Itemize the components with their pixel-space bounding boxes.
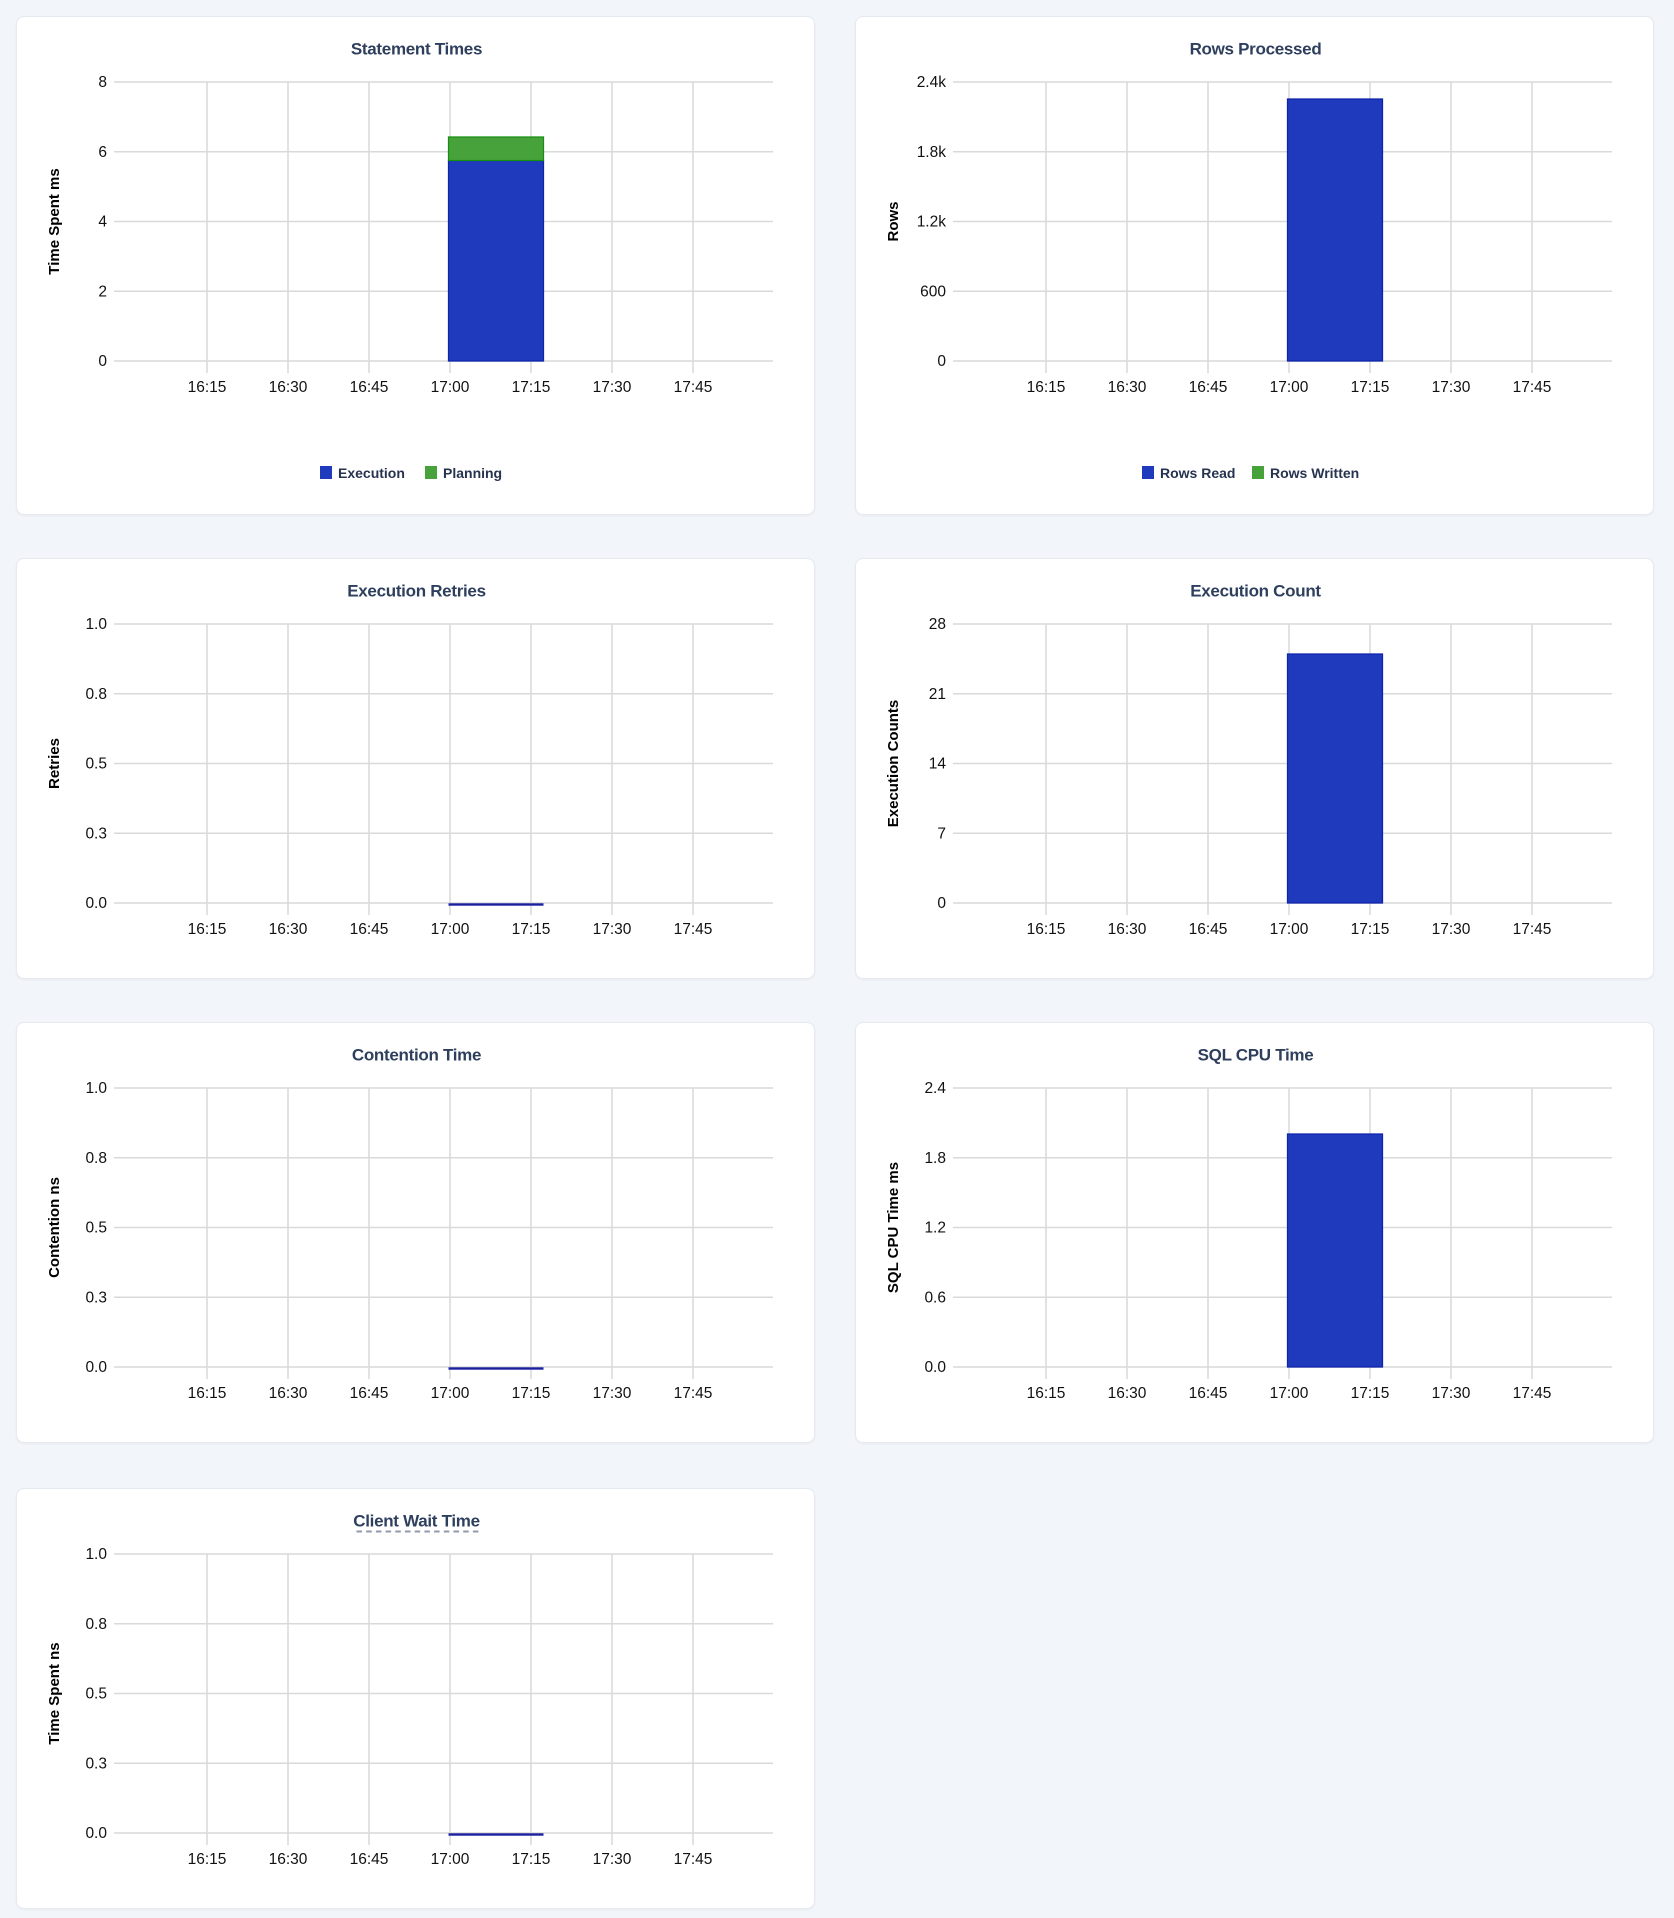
svg-text:0: 0 [937, 895, 946, 912]
svg-text:16:30: 16:30 [269, 1385, 308, 1402]
svg-text:0.0: 0.0 [85, 1359, 107, 1376]
svg-text:1.0: 1.0 [85, 616, 107, 633]
svg-text:17:45: 17:45 [1513, 379, 1552, 396]
svg-text:Retries: Retries [46, 738, 63, 789]
svg-text:16:15: 16:15 [188, 1851, 227, 1868]
svg-text:17:45: 17:45 [1513, 921, 1552, 938]
svg-text:16:15: 16:15 [188, 921, 227, 938]
svg-text:16:30: 16:30 [269, 1851, 308, 1868]
svg-text:17:45: 17:45 [674, 1851, 713, 1868]
svg-text:0.0: 0.0 [85, 1825, 107, 1842]
svg-text:1.8k: 1.8k [917, 144, 947, 161]
svg-text:0.0: 0.0 [924, 1359, 946, 1376]
svg-text:SQL CPU Time ms: SQL CPU Time ms [885, 1162, 902, 1293]
svg-text:0.5: 0.5 [85, 756, 107, 773]
svg-text:0.0: 0.0 [85, 895, 107, 912]
svg-text:17:00: 17:00 [431, 379, 470, 396]
svg-text:SQL CPU Time: SQL CPU Time [1198, 1046, 1314, 1065]
svg-text:0.8: 0.8 [85, 1616, 107, 1633]
svg-text:17:00: 17:00 [431, 1385, 470, 1402]
svg-text:17:30: 17:30 [593, 1851, 632, 1868]
svg-text:0: 0 [98, 353, 107, 370]
svg-text:17:15: 17:15 [512, 1385, 551, 1402]
svg-text:1.0: 1.0 [85, 1080, 107, 1097]
svg-text:8: 8 [98, 74, 107, 91]
svg-text:1.8: 1.8 [924, 1150, 946, 1167]
svg-text:17:45: 17:45 [1513, 1385, 1552, 1402]
svg-text:Contention Time: Contention Time [352, 1046, 481, 1065]
svg-text:1.2: 1.2 [924, 1220, 946, 1237]
svg-text:17:15: 17:15 [512, 921, 551, 938]
svg-text:Time Spent ms: Time Spent ms [46, 168, 63, 274]
svg-text:0.3: 0.3 [85, 1289, 107, 1306]
svg-text:Execution Counts: Execution Counts [885, 700, 902, 828]
svg-text:Rows: Rows [885, 201, 902, 241]
svg-text:16:30: 16:30 [269, 921, 308, 938]
svg-text:1.0: 1.0 [85, 1546, 107, 1563]
svg-text:Statement Times: Statement Times [351, 40, 482, 59]
svg-text:2: 2 [98, 283, 107, 300]
svg-text:0.6: 0.6 [924, 1289, 946, 1306]
svg-text:0: 0 [937, 353, 946, 370]
svg-text:2.4: 2.4 [924, 1080, 946, 1097]
svg-text:1.2k: 1.2k [917, 214, 947, 231]
svg-text:Rows Processed: Rows Processed [1190, 40, 1322, 59]
svg-text:17:00: 17:00 [1270, 921, 1309, 938]
svg-text:17:30: 17:30 [1432, 921, 1471, 938]
svg-text:17:15: 17:15 [1351, 921, 1390, 938]
svg-text:17:30: 17:30 [593, 921, 632, 938]
svg-text:14: 14 [929, 756, 947, 773]
svg-text:Execution Count: Execution Count [1190, 582, 1321, 601]
svg-text:Client Wait Time: Client Wait Time [353, 1512, 480, 1531]
svg-text:0.3: 0.3 [85, 825, 107, 842]
svg-text:17:45: 17:45 [674, 379, 713, 396]
svg-text:17:15: 17:15 [1351, 379, 1390, 396]
svg-text:4: 4 [98, 214, 107, 231]
svg-text:16:15: 16:15 [1027, 921, 1066, 938]
svg-text:16:30: 16:30 [1108, 921, 1147, 938]
svg-text:Execution Retries: Execution Retries [347, 582, 486, 601]
svg-text:17:45: 17:45 [674, 1385, 713, 1402]
svg-text:Time Spent ns: Time Spent ns [46, 1642, 63, 1744]
svg-text:0.5: 0.5 [85, 1220, 107, 1237]
svg-text:16:45: 16:45 [350, 1385, 389, 1402]
svg-text:16:45: 16:45 [1189, 1385, 1228, 1402]
svg-text:16:30: 16:30 [269, 379, 308, 396]
svg-text:17:15: 17:15 [512, 1851, 551, 1868]
svg-text:17:30: 17:30 [593, 379, 632, 396]
svg-text:16:45: 16:45 [350, 1851, 389, 1868]
svg-text:0.3: 0.3 [85, 1755, 107, 1772]
svg-text:17:15: 17:15 [512, 379, 551, 396]
svg-text:17:00: 17:00 [1270, 379, 1309, 396]
svg-text:16:45: 16:45 [1189, 379, 1228, 396]
svg-text:0.8: 0.8 [85, 686, 107, 703]
svg-text:16:30: 16:30 [1108, 1385, 1147, 1402]
svg-text:16:45: 16:45 [350, 379, 389, 396]
svg-text:2.4k: 2.4k [917, 74, 947, 91]
svg-text:600: 600 [920, 283, 946, 300]
svg-text:16:15: 16:15 [188, 379, 227, 396]
svg-text:17:30: 17:30 [593, 1385, 632, 1402]
svg-text:0.8: 0.8 [85, 1150, 107, 1167]
svg-text:17:30: 17:30 [1432, 379, 1471, 396]
svg-text:28: 28 [929, 616, 946, 633]
svg-text:16:45: 16:45 [1189, 921, 1228, 938]
svg-text:6: 6 [98, 144, 107, 161]
svg-text:17:00: 17:00 [1270, 1385, 1309, 1402]
svg-text:7: 7 [937, 825, 946, 842]
svg-text:16:45: 16:45 [350, 921, 389, 938]
svg-text:Contention ns: Contention ns [46, 1177, 63, 1278]
svg-text:0.5: 0.5 [85, 1686, 107, 1703]
svg-text:16:15: 16:15 [1027, 1385, 1066, 1402]
svg-text:17:30: 17:30 [1432, 1385, 1471, 1402]
svg-text:16:15: 16:15 [188, 1385, 227, 1402]
svg-text:16:30: 16:30 [1108, 379, 1147, 396]
svg-text:21: 21 [929, 686, 946, 703]
svg-text:17:00: 17:00 [431, 921, 470, 938]
svg-text:17:45: 17:45 [674, 921, 713, 938]
svg-text:17:15: 17:15 [1351, 1385, 1390, 1402]
svg-text:17:00: 17:00 [431, 1851, 470, 1868]
svg-text:16:15: 16:15 [1027, 379, 1066, 396]
